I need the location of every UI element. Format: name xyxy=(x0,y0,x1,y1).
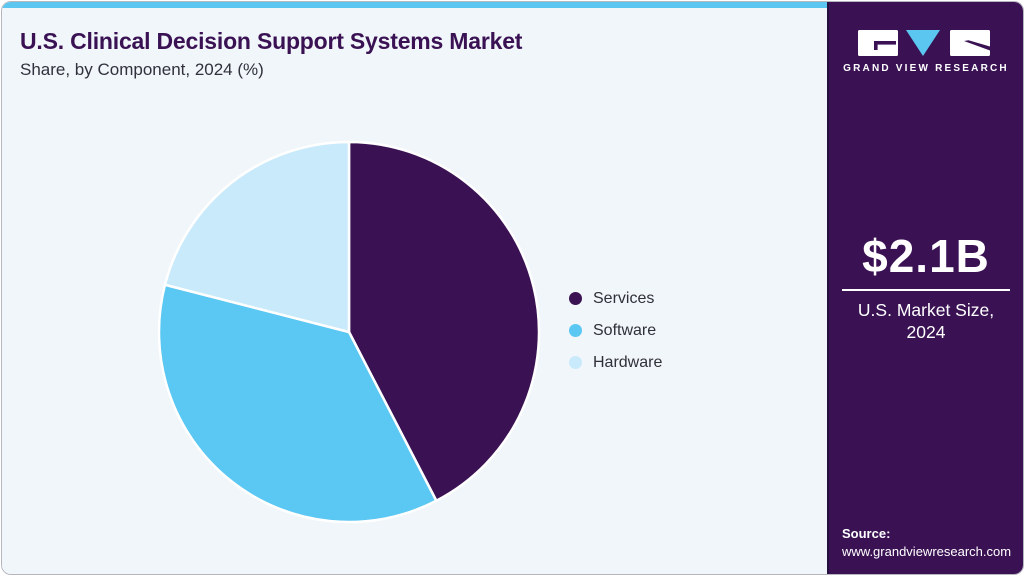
market-size-label-line2: 2024 xyxy=(906,321,946,342)
legend-item-services: Services xyxy=(569,289,662,308)
market-size-divider xyxy=(842,289,1010,291)
market-size-block: $2.1B U.S. Market Size, 2024 xyxy=(829,232,1023,343)
chart-panel: U.S. Clinical Decision Support Systems M… xyxy=(2,2,827,574)
brand-logo-block: GRAND VIEW RESEARCH xyxy=(829,29,1023,74)
pie-chart-svg xyxy=(157,140,541,524)
pie-slice-software xyxy=(157,283,438,524)
pie-slice-hardware xyxy=(163,140,351,334)
legend-item-hardware: Hardware xyxy=(569,353,662,372)
source-label: Source: xyxy=(842,526,891,541)
legend-swatch-hardware xyxy=(569,356,582,369)
legend-swatch-software xyxy=(569,324,582,337)
legend-label-software: Software xyxy=(593,321,657,339)
brand-sidebar: GRAND VIEW RESEARCH $2.1B U.S. Market Si… xyxy=(827,2,1023,574)
market-size-label-line1: U.S. Market Size, xyxy=(857,299,995,320)
brand-name: GRAND VIEW RESEARCH xyxy=(843,63,1009,74)
pie-slice-services xyxy=(347,140,541,502)
legend-swatch-services xyxy=(569,292,582,305)
legend-item-software: Software xyxy=(569,321,662,340)
page-title: U.S. Clinical Decision Support Systems M… xyxy=(20,28,523,54)
source-url: www.grandviewresearch.com xyxy=(842,544,1012,559)
market-size-value: $2.1B xyxy=(862,230,990,282)
legend: Services Software Hardware xyxy=(569,289,662,372)
page-subtitle: Share, by Component, 2024 (%) xyxy=(20,60,264,79)
source-block: Source: www.grandviewresearch.com xyxy=(842,525,1011,561)
top-accent-bar xyxy=(2,2,827,8)
legend-label-hardware: Hardware xyxy=(593,353,663,371)
pie-chart xyxy=(155,138,543,526)
gvr-logo-icon xyxy=(858,30,990,56)
legend-label-services: Services xyxy=(593,289,655,307)
